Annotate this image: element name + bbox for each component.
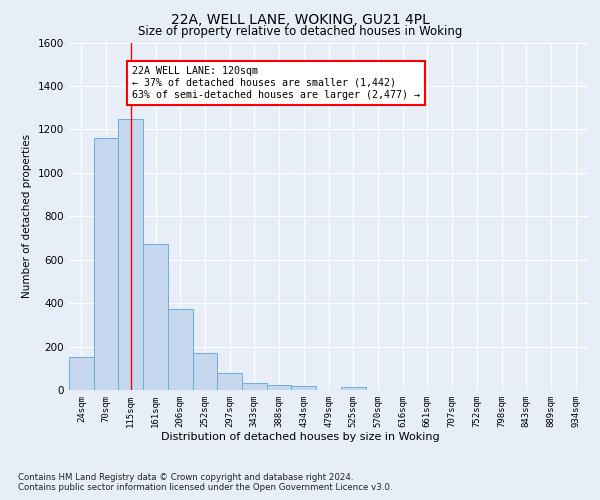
Bar xyxy=(341,388,365,390)
Bar xyxy=(193,353,217,390)
Text: 22A WELL LANE: 120sqm
← 37% of detached houses are smaller (1,442)
63% of semi-d: 22A WELL LANE: 120sqm ← 37% of detached … xyxy=(132,66,420,100)
Text: Contains public sector information licensed under the Open Government Licence v3: Contains public sector information licen… xyxy=(18,484,392,492)
Bar xyxy=(267,385,292,390)
Bar xyxy=(242,384,267,390)
Bar xyxy=(94,138,118,390)
Bar xyxy=(118,118,143,390)
Bar xyxy=(69,358,94,390)
Bar xyxy=(143,244,168,390)
Bar xyxy=(292,386,316,390)
Text: Contains HM Land Registry data © Crown copyright and database right 2024.: Contains HM Land Registry data © Crown c… xyxy=(18,472,353,482)
Text: 22A, WELL LANE, WOKING, GU21 4PL: 22A, WELL LANE, WOKING, GU21 4PL xyxy=(170,12,430,26)
Text: Distribution of detached houses by size in Woking: Distribution of detached houses by size … xyxy=(161,432,439,442)
Bar xyxy=(217,372,242,390)
Text: Size of property relative to detached houses in Woking: Size of property relative to detached ho… xyxy=(138,25,462,38)
Y-axis label: Number of detached properties: Number of detached properties xyxy=(22,134,32,298)
Bar xyxy=(168,308,193,390)
